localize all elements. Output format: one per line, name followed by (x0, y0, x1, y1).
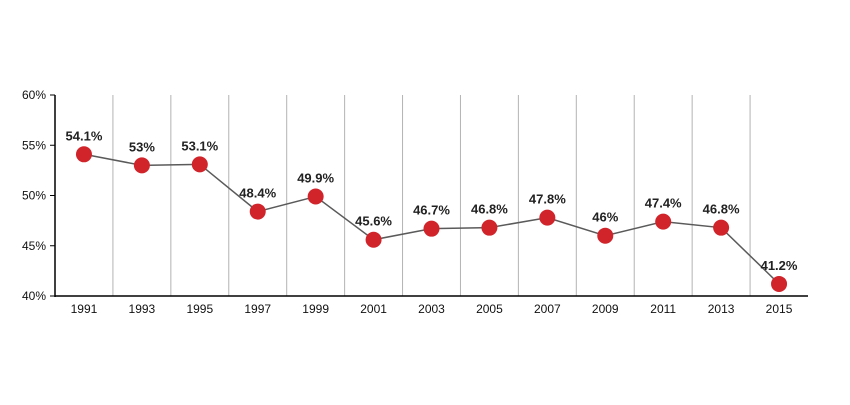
series-line (83, 153, 780, 285)
data-label: 41.2% (761, 258, 798, 273)
data-label: 53.1% (181, 138, 218, 153)
data-label: 48.4% (239, 186, 276, 201)
x-tick-label: 1991 (71, 302, 98, 316)
y-tick-label: 60% (22, 88, 46, 102)
data-point-marker (481, 219, 498, 236)
y-tick-label: 40% (22, 289, 46, 303)
x-tick-label: 2013 (708, 302, 735, 316)
x-tick-label: 2011 (650, 302, 676, 316)
y-tick-label: 50% (22, 189, 46, 203)
data-point-marker (539, 209, 556, 226)
data-point-marker (133, 157, 150, 174)
data-label: 47.4% (645, 196, 682, 211)
x-tick-label: 2015 (766, 302, 793, 316)
data-point-marker (597, 227, 614, 244)
data-point-marker (713, 219, 730, 236)
data-point-marker (423, 220, 440, 237)
data-point-marker (191, 156, 208, 173)
data-label: 46.8% (703, 202, 740, 217)
data-point-marker (307, 188, 324, 205)
x-tick-label: 1999 (302, 302, 329, 316)
x-tick-label: 1997 (244, 302, 271, 316)
x-tick-label: 2005 (476, 302, 503, 316)
data-label: 46.8% (471, 202, 508, 217)
data-point-marker (249, 203, 266, 220)
data-label: 49.9% (297, 171, 334, 186)
x-tick-label: 2001 (360, 302, 387, 316)
data-label: 45.6% (355, 214, 392, 229)
x-tick-label: 1993 (129, 302, 156, 316)
x-tick-label: 2009 (592, 302, 619, 316)
y-tick-label: 55% (22, 138, 46, 152)
data-point-marker (655, 213, 672, 230)
data-label: 46.7% (413, 203, 450, 218)
y-tick-label: 45% (22, 239, 46, 253)
data-point-marker (75, 146, 92, 163)
x-tick-label: 2003 (418, 302, 445, 316)
data-point-marker (365, 231, 382, 248)
x-tick-label: 2007 (534, 302, 561, 316)
data-label: 46% (592, 210, 618, 225)
x-tick-label: 1995 (186, 302, 213, 316)
data-label: 53% (129, 139, 155, 154)
data-point-marker (771, 275, 788, 292)
data-label: 47.8% (529, 192, 566, 207)
data-label: 54.1% (66, 128, 103, 143)
